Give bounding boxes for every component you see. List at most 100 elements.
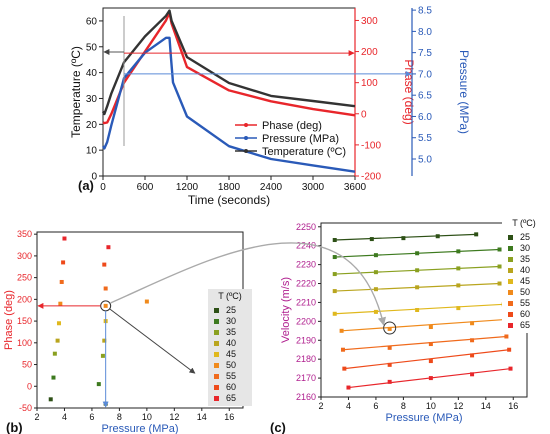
data-point bbox=[470, 353, 475, 358]
legend-marker bbox=[508, 257, 513, 262]
legend-entry: 50 bbox=[226, 360, 236, 370]
data-point bbox=[470, 321, 475, 326]
data-point bbox=[387, 362, 392, 367]
x-tick-label: 1800 bbox=[218, 182, 241, 193]
legend-marker bbox=[508, 246, 513, 251]
y-tick-label: 2210 bbox=[296, 297, 316, 307]
x-tick-label: 1200 bbox=[176, 182, 199, 193]
y-axis-label: Phase (deg) bbox=[3, 290, 15, 350]
y-tick-label: 2160 bbox=[296, 392, 316, 402]
x-tick-label: 4 bbox=[346, 401, 351, 411]
data-point bbox=[373, 309, 378, 314]
legend-marker bbox=[508, 312, 513, 317]
legend-entry: 50 bbox=[520, 287, 530, 297]
data-point bbox=[387, 379, 392, 384]
data-point bbox=[103, 303, 108, 308]
data-point bbox=[61, 260, 66, 265]
data-point bbox=[428, 325, 433, 330]
panel-b-label: (b) bbox=[6, 420, 23, 434]
phase-tick-label: 200 bbox=[361, 47, 378, 58]
pressure-tick-label: 6.5 bbox=[418, 91, 432, 102]
data-point bbox=[332, 255, 337, 260]
data-point bbox=[339, 328, 344, 333]
y-tick-label: 100 bbox=[17, 338, 32, 348]
temperature-tick-label: 60 bbox=[86, 16, 98, 27]
pressure-tick-label: 6.0 bbox=[418, 112, 432, 123]
panel-link-arrow bbox=[110, 242, 387, 326]
y-tick-label: 2170 bbox=[296, 373, 316, 383]
data-point bbox=[106, 245, 111, 250]
legend-entry: 45 bbox=[520, 276, 530, 286]
data-point bbox=[456, 266, 461, 271]
x-tick-label: 600 bbox=[137, 182, 154, 193]
x-tick-label: 12 bbox=[169, 412, 179, 422]
data-point bbox=[332, 272, 337, 277]
data-point bbox=[373, 253, 378, 258]
y-tick-label: 150 bbox=[17, 316, 32, 326]
data-point bbox=[504, 334, 509, 339]
phase-tick-label: 300 bbox=[361, 16, 378, 27]
x-tick-label: 2 bbox=[318, 401, 323, 411]
legend-marker bbox=[508, 279, 513, 284]
legend-marker bbox=[244, 123, 248, 127]
legend-entry: 25 bbox=[226, 305, 236, 315]
phase-tick-label: 0 bbox=[361, 109, 367, 120]
x-tick-label: 4 bbox=[62, 412, 67, 422]
temperature-axis-label: Temperature (ºC) bbox=[69, 46, 83, 138]
x-tick-label: 3000 bbox=[302, 182, 325, 193]
data-point bbox=[470, 338, 475, 343]
data-point bbox=[474, 232, 479, 237]
data-point bbox=[507, 347, 512, 352]
legend-marker bbox=[508, 323, 513, 328]
data-point bbox=[497, 281, 502, 286]
data-point bbox=[497, 264, 502, 269]
legend-marker bbox=[508, 301, 513, 306]
data-point bbox=[340, 347, 345, 352]
y-tick-label: 200 bbox=[17, 294, 32, 304]
legend-entry: 65 bbox=[226, 393, 236, 403]
legend-entry: Temperature (ºC) bbox=[262, 146, 346, 158]
data-point bbox=[470, 372, 475, 377]
data-point bbox=[456, 283, 461, 288]
data-point bbox=[52, 351, 57, 356]
data-point bbox=[415, 285, 420, 290]
trend-arrow bbox=[109, 308, 196, 374]
y-tick-label: 2200 bbox=[296, 316, 316, 326]
data-point bbox=[102, 338, 107, 343]
legend-entry: 45 bbox=[226, 349, 236, 359]
data-point bbox=[58, 301, 63, 306]
temperature-tick-label: 10 bbox=[86, 146, 98, 157]
y-tick-label: 2230 bbox=[296, 260, 316, 270]
legend-entry: 65 bbox=[520, 320, 530, 330]
legend-marker bbox=[244, 136, 248, 140]
highlight-circle bbox=[383, 321, 397, 335]
legend-marker bbox=[214, 352, 219, 357]
phase-tick-label: -100 bbox=[361, 140, 381, 151]
panel-b: 2 4 6 8 10 12 14 16 Pressure (MPa) -50 0 50 100 150 20… bbox=[3, 229, 252, 434]
legend-entry: 30 bbox=[520, 243, 530, 253]
legend-entry: Pressure (MPa) bbox=[262, 133, 339, 145]
x-axis-label: Time (seconds) bbox=[188, 193, 270, 207]
legend-marker bbox=[508, 268, 513, 273]
data-point bbox=[428, 376, 433, 381]
data-point bbox=[144, 299, 149, 304]
legend-entry: 30 bbox=[226, 316, 236, 326]
data-point bbox=[428, 359, 433, 364]
legend-entry: 60 bbox=[520, 309, 530, 319]
data-point bbox=[102, 262, 107, 267]
y-tick-label: -50 bbox=[19, 403, 32, 413]
data-point bbox=[332, 311, 337, 316]
series-line bbox=[101, 36, 356, 173]
legend-entry: Phase (deg) bbox=[262, 120, 322, 132]
data-point bbox=[415, 308, 420, 312]
fit-line bbox=[334, 233, 477, 241]
legend-entry: 40 bbox=[520, 265, 530, 275]
x-tick-label: 8 bbox=[117, 412, 122, 422]
x-tick-label: 16 bbox=[224, 412, 234, 422]
data-point bbox=[387, 326, 392, 331]
legend-entry: 40 bbox=[226, 338, 236, 348]
